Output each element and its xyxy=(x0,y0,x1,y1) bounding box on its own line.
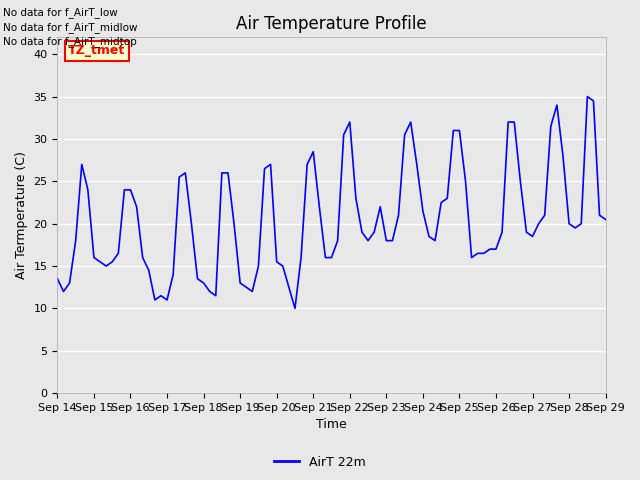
Text: No data for f_AirT_midtop: No data for f_AirT_midtop xyxy=(3,36,137,47)
Text: No data for f_AirT_midlow: No data for f_AirT_midlow xyxy=(3,22,138,33)
Text: No data for f_AirT_low: No data for f_AirT_low xyxy=(3,7,118,18)
Y-axis label: Air Termperature (C): Air Termperature (C) xyxy=(15,151,28,279)
Text: TZ_tmet: TZ_tmet xyxy=(68,44,125,57)
Legend: AirT 22m: AirT 22m xyxy=(269,451,371,474)
X-axis label: Time: Time xyxy=(316,419,347,432)
Title: Air Temperature Profile: Air Temperature Profile xyxy=(236,15,427,33)
